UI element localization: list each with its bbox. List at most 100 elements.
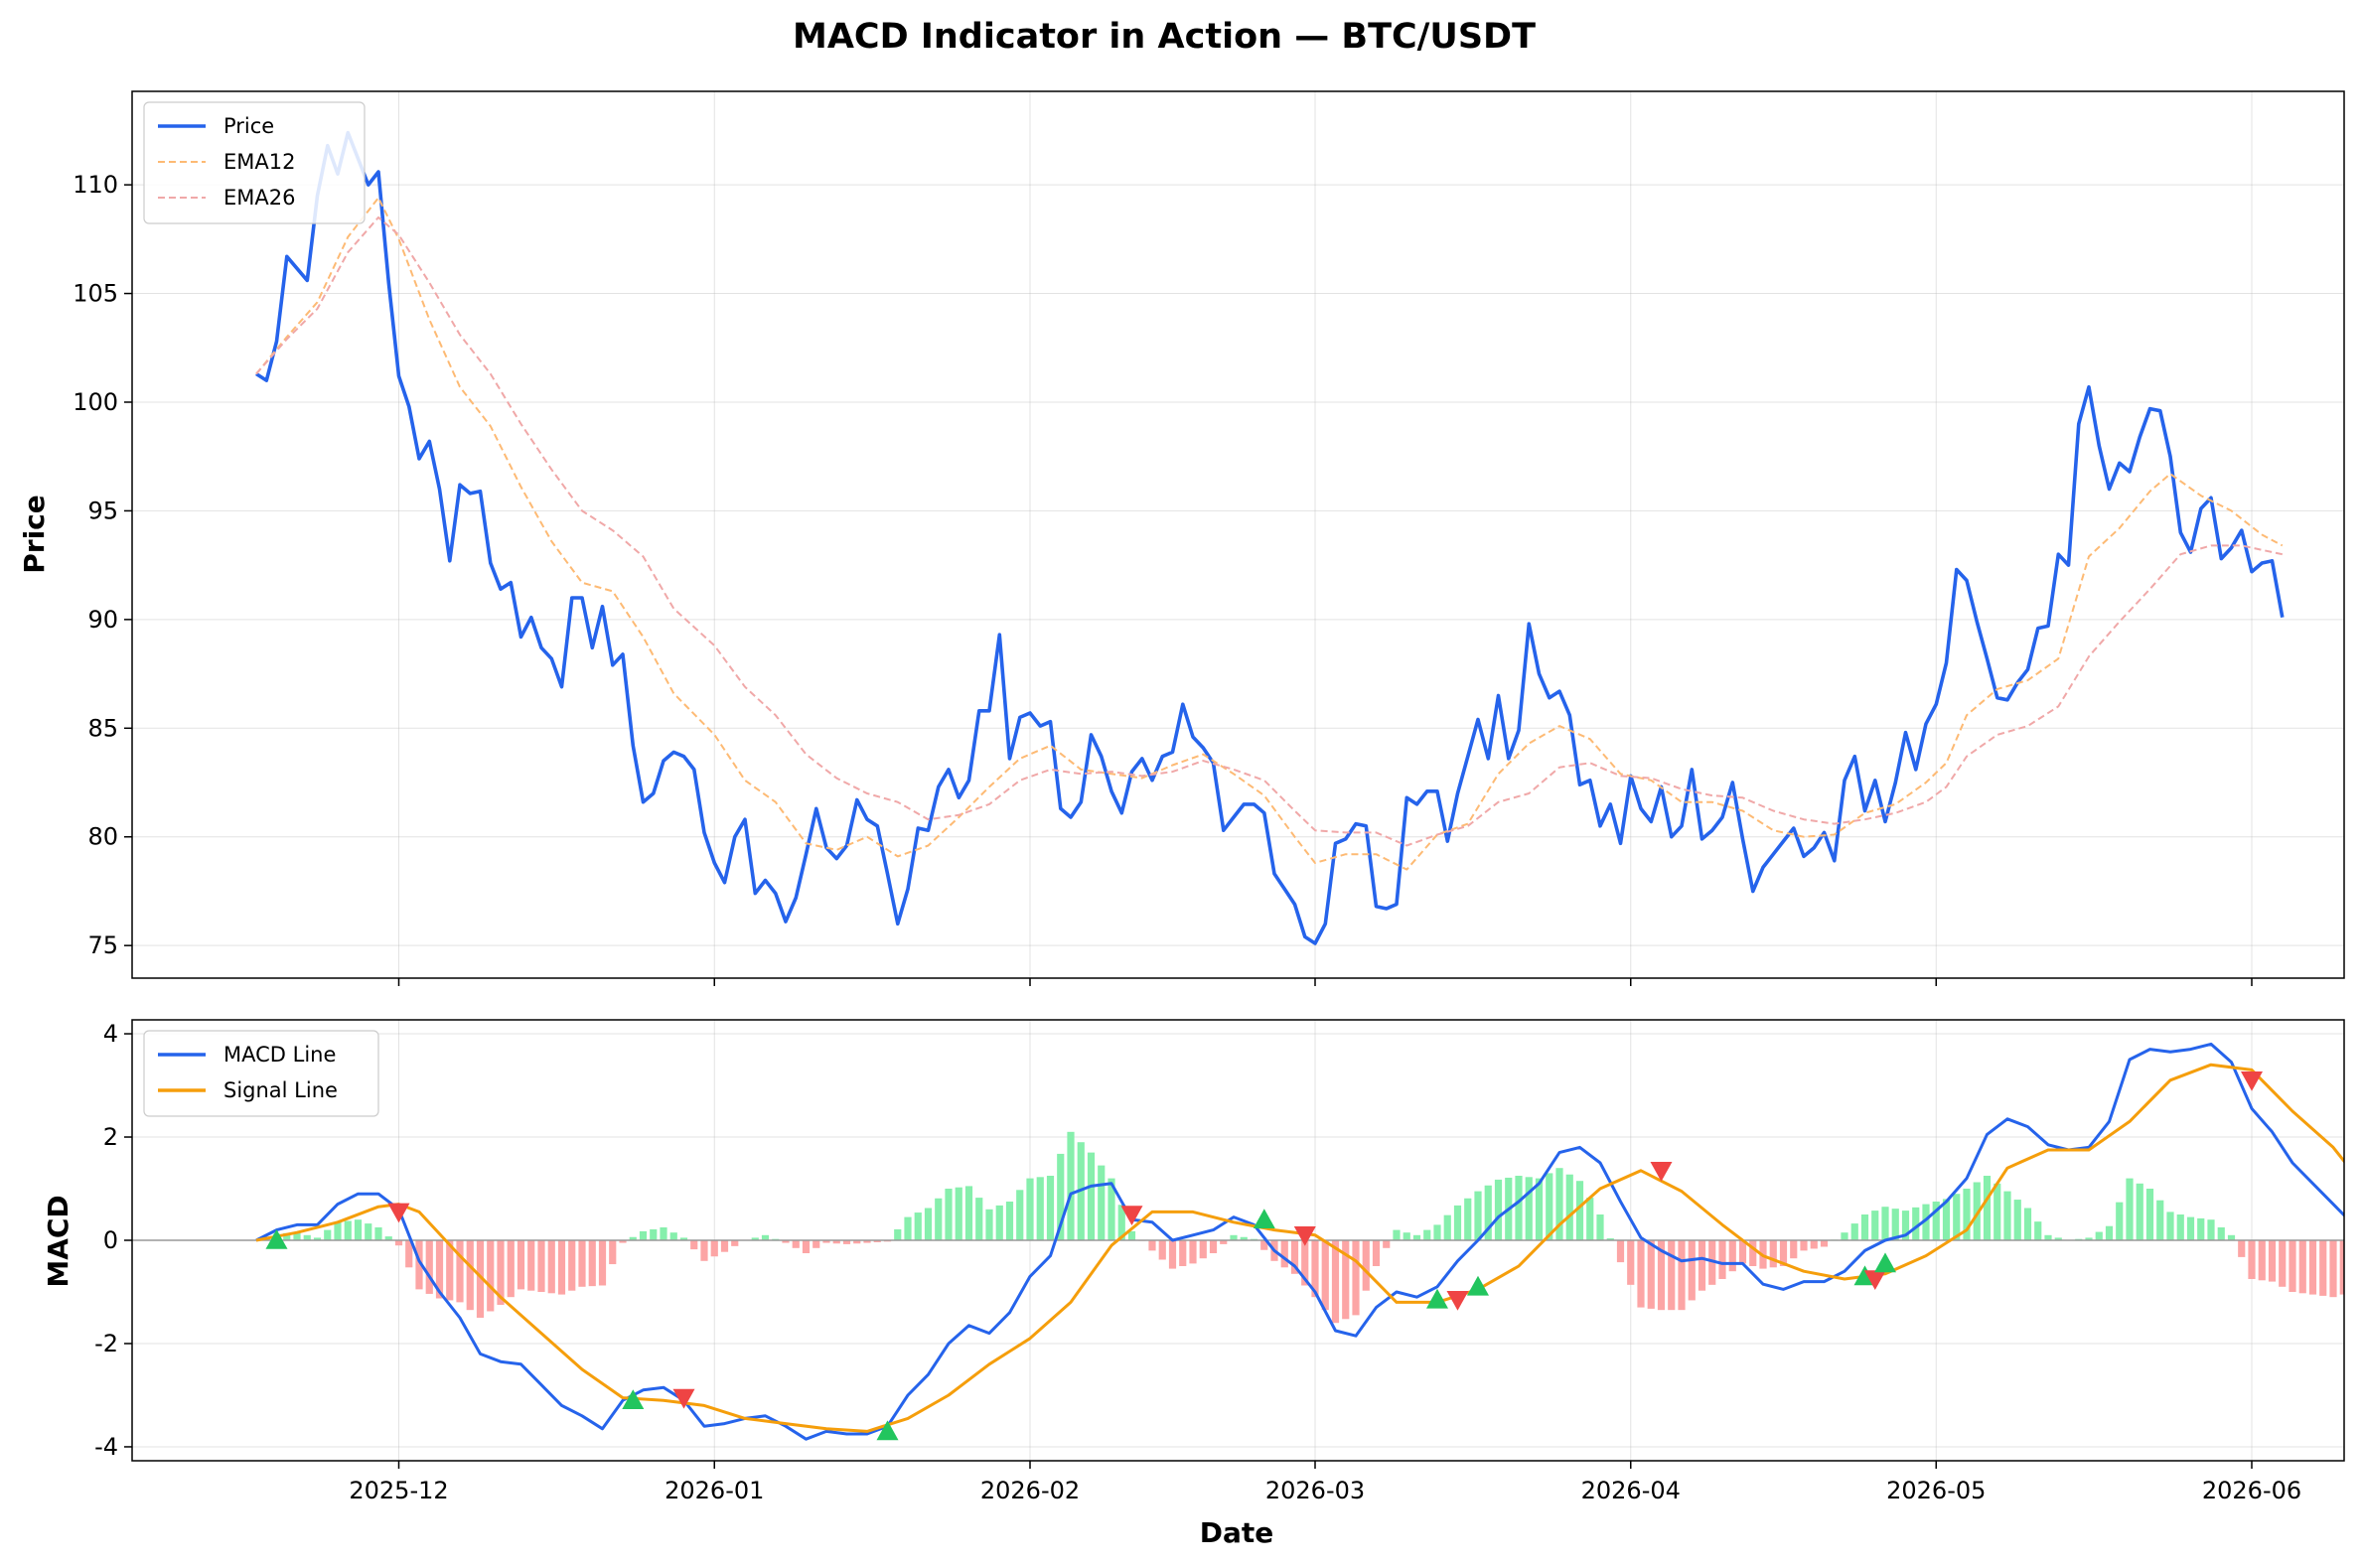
histogram-bar — [1575, 1181, 1584, 1240]
y-tick-label: 0 — [103, 1226, 118, 1254]
histogram-bar — [293, 1232, 301, 1240]
histogram-bar — [1800, 1240, 1808, 1251]
histogram-bar — [365, 1223, 372, 1240]
x-tick-label: 2025-12 — [349, 1477, 448, 1504]
histogram-bar — [435, 1240, 444, 1299]
histogram-bar — [1769, 1240, 1777, 1268]
bullish-crossover-marker — [622, 1389, 645, 1409]
histogram-bar — [1260, 1240, 1268, 1250]
histogram-bar — [1189, 1240, 1197, 1264]
bullish-crossover-marker — [265, 1229, 288, 1249]
legend: MACD Line Signal Line — [143, 1030, 379, 1117]
histogram-bar — [2289, 1240, 2296, 1292]
legend-label: Price — [223, 114, 274, 138]
histogram-bar — [945, 1189, 953, 1240]
bearish-crossover-marker — [1293, 1226, 1316, 1246]
histogram-bar — [710, 1240, 718, 1257]
histogram-bar — [1301, 1240, 1309, 1286]
histogram-bar — [679, 1237, 688, 1240]
histogram-bar — [384, 1236, 392, 1240]
histogram-bar — [1127, 1230, 1136, 1240]
histogram-bar — [1912, 1207, 1920, 1240]
histogram-bar — [1199, 1240, 1207, 1259]
legend-box — [143, 1030, 379, 1117]
histogram-bar — [1036, 1177, 1044, 1240]
y-tick-label: 100 — [73, 388, 118, 416]
histogram-bar — [639, 1230, 648, 1240]
histogram-bar — [1525, 1177, 1533, 1240]
histogram-bar — [1474, 1191, 1482, 1240]
histogram-bar — [1963, 1189, 1971, 1240]
histogram-bar — [1087, 1152, 1096, 1240]
legend: Price EMA12 EMA26 — [143, 101, 366, 224]
axes-frame — [131, 1019, 2345, 1462]
plot-area — [132, 1042, 2344, 1441]
histogram-bar — [1647, 1240, 1655, 1309]
y-tick-label: -4 — [94, 1433, 118, 1461]
histogram-bar — [1708, 1240, 1716, 1285]
histogram-bar — [1046, 1176, 1055, 1240]
histogram-bar — [2145, 1189, 2154, 1240]
histogram-bar — [2166, 1212, 2174, 1240]
axes-frame — [131, 90, 2345, 979]
price-y-axis-label: Price — [18, 495, 51, 574]
histogram-bar — [1932, 1202, 1940, 1240]
x-tick-label: 2026-02 — [980, 1477, 1080, 1504]
histogram-bar — [1820, 1240, 1829, 1247]
histogram-bar — [1412, 1234, 1421, 1240]
histogram-bar — [476, 1240, 485, 1318]
bearish-crossover-marker — [1120, 1206, 1143, 1225]
histogram-bar — [2258, 1240, 2266, 1281]
histogram-bar — [2339, 1240, 2344, 1295]
y-tick-label: 110 — [73, 171, 118, 199]
histogram-bar — [619, 1240, 627, 1243]
x-axis-label: Date — [1200, 1516, 1274, 1549]
histogram-bar — [1423, 1229, 1431, 1240]
histogram-bar — [425, 1240, 433, 1294]
histogram-bar — [1942, 1199, 1951, 1240]
histogram-bar — [487, 1240, 495, 1312]
histogram-bar — [873, 1240, 881, 1242]
histogram-bar — [1627, 1240, 1635, 1285]
histogram-bar — [1057, 1153, 1065, 1240]
histogram-bar — [394, 1240, 403, 1246]
y-tick-label: 105 — [73, 280, 118, 308]
histogram-bar — [822, 1240, 830, 1243]
legend-label: MACD Line — [223, 1043, 336, 1067]
histogram-bar — [2085, 1237, 2093, 1240]
histogram-bar — [456, 1240, 464, 1303]
histogram-bar — [1871, 1211, 1879, 1240]
histogram-bar — [2248, 1240, 2256, 1279]
histogram-bar — [1994, 1183, 2001, 1240]
bearish-crossover-marker — [387, 1203, 410, 1223]
bearish-crossover-marker — [1863, 1270, 1886, 1290]
plot-area — [255, 130, 2285, 945]
histogram-bar — [313, 1237, 322, 1240]
histogram-bar — [2136, 1183, 2143, 1240]
histogram-bar — [1158, 1240, 1166, 1260]
histogram-bar — [2298, 1240, 2306, 1294]
histogram-bar — [1555, 1168, 1563, 1240]
histogram-bar — [914, 1212, 922, 1240]
histogram-bar — [2319, 1240, 2327, 1296]
histogram-bar — [1698, 1240, 1706, 1291]
histogram-bar — [1718, 1240, 1726, 1279]
legend-label: EMA26 — [223, 186, 295, 210]
histogram-bar — [578, 1240, 586, 1287]
histogram-bar — [2054, 1237, 2062, 1240]
series-line-macd-line — [255, 1042, 2344, 1441]
histogram-bar — [374, 1227, 382, 1240]
bearish-crossover-marker — [672, 1388, 695, 1409]
histogram-bar — [2023, 1208, 2032, 1240]
histogram-bar — [1749, 1240, 1757, 1266]
series-line-signal-line — [255, 1063, 2344, 1433]
series-line-ema26 — [255, 215, 2284, 847]
histogram-bar — [650, 1228, 658, 1240]
histogram-bar — [1953, 1194, 1961, 1240]
histogram-bar — [507, 1240, 515, 1298]
legend-label: Signal Line — [223, 1078, 338, 1102]
histogram-bar — [1290, 1240, 1299, 1274]
histogram-bar — [466, 1240, 474, 1311]
histogram-bar — [1331, 1240, 1340, 1324]
